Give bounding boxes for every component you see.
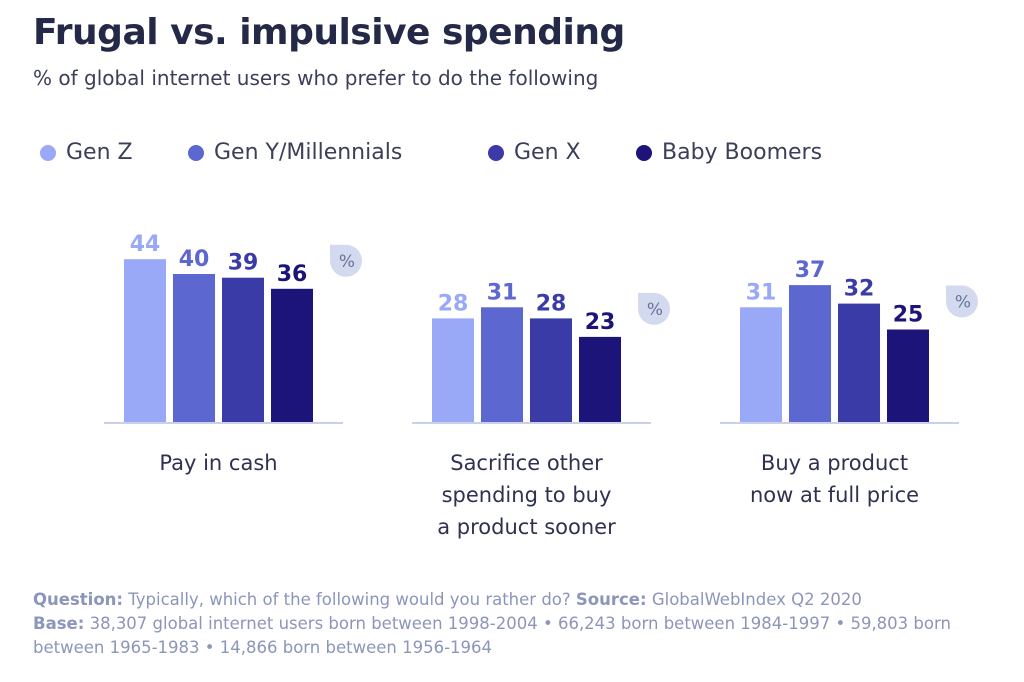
data-label: 31 — [746, 280, 777, 305]
bar — [579, 336, 621, 422]
legend-swatch — [40, 144, 56, 161]
legend-item: Gen Y/Millennials — [188, 140, 402, 165]
footer-notes: Question: Typically, which of the follow… — [33, 588, 1013, 660]
data-label: 44 — [130, 232, 161, 257]
bar — [481, 307, 523, 422]
legend-swatch — [488, 144, 504, 161]
bar — [887, 329, 929, 422]
data-label: 32 — [844, 277, 875, 302]
percent-badge — [946, 285, 978, 318]
percent-badge — [638, 292, 670, 325]
legend-label: Gen Z — [66, 140, 133, 165]
category-label: a product sooner — [437, 515, 616, 539]
legend-item: Baby Boomers — [636, 140, 822, 165]
legend-label: Gen X — [514, 140, 581, 165]
base-label: Base: — [33, 614, 85, 633]
bar — [530, 318, 572, 422]
data-label: 23 — [585, 310, 616, 335]
source-label: Source: — [575, 590, 647, 609]
category-label: now at full price — [750, 483, 919, 507]
legend-swatch — [188, 144, 204, 161]
legend-swatch — [636, 144, 652, 161]
chart-subtitle: % of global internet users who prefer to… — [33, 66, 599, 90]
bar — [271, 288, 313, 422]
legend-label: Gen Y/Millennials — [214, 140, 403, 165]
data-label: 40 — [179, 247, 210, 272]
bar — [838, 303, 880, 422]
data-label: 37 — [795, 258, 826, 283]
category-label: Pay in cash — [159, 451, 277, 475]
data-label: 31 — [487, 280, 518, 305]
percent-badge-text: % — [647, 300, 663, 320]
bar — [222, 277, 264, 422]
legend-item: Gen Z — [40, 140, 133, 165]
bar — [124, 259, 166, 422]
percent-badge-text: % — [339, 252, 355, 272]
bar — [173, 274, 215, 422]
percent-badge-text: % — [955, 293, 971, 313]
question-label: Question: — [33, 590, 124, 609]
data-label: 28 — [438, 291, 469, 316]
bar — [789, 285, 831, 422]
legend-item: Gen X — [488, 140, 581, 165]
data-label: 36 — [277, 262, 308, 287]
category-label: Buy a product — [761, 451, 908, 475]
bar — [740, 307, 782, 422]
bar — [432, 318, 474, 422]
category-label: Sacrifice other — [450, 451, 603, 475]
data-label: 28 — [536, 291, 567, 316]
chart-title: Frugal vs. impulsive spending — [33, 12, 625, 53]
percent-badge — [330, 244, 362, 277]
base-text: 38,307 global internet users born betwee… — [33, 614, 951, 657]
question-text: Typically, which of the following would … — [123, 590, 576, 609]
category-label: spending to buy — [442, 483, 612, 507]
data-label: 39 — [228, 251, 259, 276]
data-label: 25 — [893, 303, 924, 328]
legend-label: Baby Boomers — [662, 140, 823, 165]
source-text: GlobalWebIndex Q2 2020 — [646, 590, 862, 609]
